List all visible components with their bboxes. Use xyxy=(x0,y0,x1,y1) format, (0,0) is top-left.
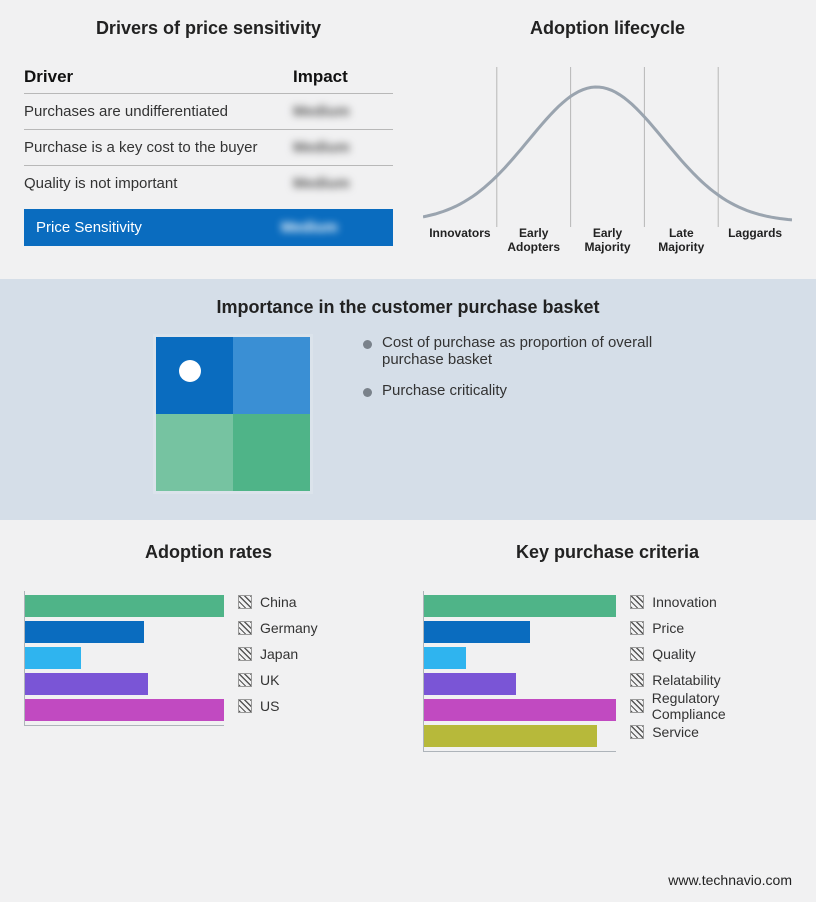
hbar-legend-item: Relatability xyxy=(630,669,792,691)
legend-swatch-icon xyxy=(630,673,644,687)
hbar-legend-label: Germany xyxy=(260,620,318,636)
basket-legend-item: Cost of purchase as proportion of overal… xyxy=(363,334,663,368)
hbar xyxy=(25,673,148,695)
legend-swatch-icon xyxy=(238,621,252,635)
purchase-criteria-panel: Key purchase criteria Innovation Price Qua… xyxy=(423,542,792,752)
quadrant-bottom-left xyxy=(156,414,233,491)
lifecycle-title: Adoption lifecycle xyxy=(423,18,792,39)
basket-legend-label: Cost of purchase as proportion of overal… xyxy=(382,334,663,368)
quadrant-matrix xyxy=(153,334,313,494)
legend-swatch-icon xyxy=(238,673,252,687)
quadrant-top-right xyxy=(233,337,310,414)
hbar xyxy=(25,595,224,617)
hbar-legend-item: US xyxy=(238,695,318,717)
drivers-row: Purchases are undifferentiatedMedium xyxy=(24,93,393,129)
legend-swatch-icon xyxy=(238,699,252,713)
hbar-legend-item: Price xyxy=(630,617,792,639)
drivers-table: Driver Impact Purchases are undifferenti… xyxy=(24,67,393,246)
hbar-legend-label: Relatability xyxy=(652,672,720,688)
drivers-summary-value: Medium xyxy=(281,219,381,236)
hbar-legend-item: UK xyxy=(238,669,318,691)
hbar-legend-item: Regulatory Compliance xyxy=(630,695,792,717)
hbar-legend-label: Regulatory Compliance xyxy=(652,690,792,722)
lifecycle-segment-label: Early Majority xyxy=(571,227,645,255)
basket-panel: Importance in the customer purchase bask… xyxy=(0,279,816,520)
hbar-legend-item: Innovation xyxy=(630,591,792,613)
adoption-rates-title: Adoption rates xyxy=(24,542,393,563)
legend-swatch-icon xyxy=(630,699,644,713)
legend-swatch-icon xyxy=(630,621,644,635)
hbar-legend-label: UK xyxy=(260,672,279,688)
basket-legend-item: Purchase criticality xyxy=(363,382,663,399)
lifecycle-panel: Adoption lifecycle InnovatorsEarly Adopt… xyxy=(423,18,792,267)
hbar xyxy=(424,621,530,643)
col-header-driver: Driver xyxy=(24,67,293,87)
adoption-rates-chart xyxy=(24,591,224,726)
drivers-row: Purchase is a key cost to the buyerMediu… xyxy=(24,129,393,165)
hbar xyxy=(424,699,616,721)
drivers-summary-row: Price Sensitivity Medium xyxy=(24,209,393,246)
basket-legend: Cost of purchase as proportion of overal… xyxy=(363,334,663,413)
legend-swatch-icon xyxy=(630,595,644,609)
hbar-legend-label: Innovation xyxy=(652,594,717,610)
hbar-legend-label: Japan xyxy=(260,646,298,662)
lifecycle-segment-label: Laggards xyxy=(718,227,792,255)
hbar xyxy=(424,647,466,669)
quadrant-marker xyxy=(179,360,201,382)
bullet-icon xyxy=(363,388,372,397)
footer-source: www.technavio.com xyxy=(668,872,792,888)
lifecycle-segment-label: Late Majority xyxy=(644,227,718,255)
lifecycle-chart: InnovatorsEarly AdoptersEarly MajorityLa… xyxy=(423,67,792,267)
drivers-panel: Drivers of price sensitivity Driver Impa… xyxy=(24,18,393,267)
lifecycle-segment-label: Innovators xyxy=(423,227,497,255)
legend-swatch-icon xyxy=(238,647,252,661)
hbar-legend-item: Germany xyxy=(238,617,318,639)
hbar xyxy=(25,699,224,721)
drivers-title: Drivers of price sensitivity xyxy=(24,18,393,39)
legend-swatch-icon xyxy=(630,647,644,661)
adoption-rates-legend: China Germany Japan UK US xyxy=(238,591,318,721)
legend-swatch-icon xyxy=(630,725,644,739)
hbar-legend-label: US xyxy=(260,698,279,714)
basket-legend-label: Purchase criticality xyxy=(382,382,507,399)
legend-swatch-icon xyxy=(238,595,252,609)
drivers-cell-driver: Quality is not important xyxy=(24,175,293,192)
hbar-legend-item: Service xyxy=(630,721,792,743)
quadrant-bottom-right xyxy=(233,414,310,491)
hbar xyxy=(424,595,616,617)
drivers-row: Quality is not importantMedium xyxy=(24,165,393,201)
hbar-legend-item: China xyxy=(238,591,318,613)
purchase-criteria-chart xyxy=(423,591,616,752)
drivers-cell-driver: Purchases are undifferentiated xyxy=(24,103,293,120)
hbar-legend-item: Japan xyxy=(238,643,318,665)
hbar-legend-item: Quality xyxy=(630,643,792,665)
hbar-legend-label: Quality xyxy=(652,646,696,662)
bullet-icon xyxy=(363,340,372,349)
drivers-cell-impact: Medium xyxy=(293,139,393,156)
drivers-summary-label: Price Sensitivity xyxy=(36,219,281,236)
drivers-cell-driver: Purchase is a key cost to the buyer xyxy=(24,139,293,156)
hbar-legend-label: China xyxy=(260,594,297,610)
drivers-cell-impact: Medium xyxy=(293,103,393,120)
hbar-legend-label: Price xyxy=(652,620,684,636)
purchase-criteria-title: Key purchase criteria xyxy=(423,542,792,563)
basket-title: Importance in the customer purchase bask… xyxy=(24,297,792,318)
hbar xyxy=(25,621,144,643)
lifecycle-svg xyxy=(423,67,792,227)
hbar xyxy=(424,673,516,695)
hbar-legend-label: Service xyxy=(652,724,699,740)
adoption-rates-panel: Adoption rates China Germany Japan UK US xyxy=(24,542,393,752)
lifecycle-segment-label: Early Adopters xyxy=(497,227,571,255)
hbar xyxy=(25,647,81,669)
hbar xyxy=(424,725,597,747)
col-header-impact: Impact xyxy=(293,67,393,87)
drivers-cell-impact: Medium xyxy=(293,175,393,192)
purchase-criteria-legend: Innovation Price Quality Relatability Regula… xyxy=(630,591,792,747)
